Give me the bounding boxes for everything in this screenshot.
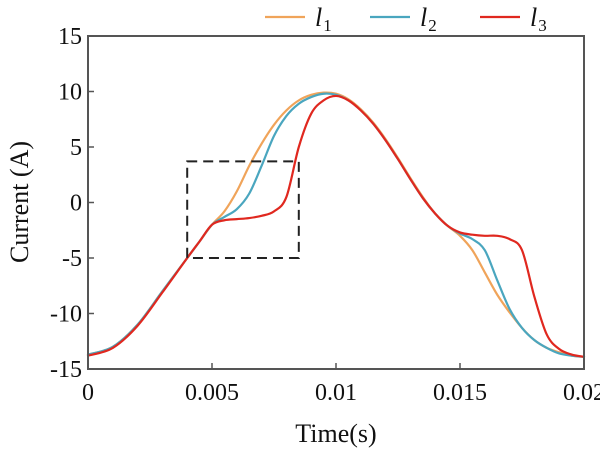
- legend-label-l2: l2: [420, 3, 437, 35]
- legend-label-l1: l1: [315, 3, 332, 35]
- zoom-region-box: [186, 160, 300, 259]
- x-tick-label: 0.015: [433, 380, 487, 406]
- legend: l1 l2 l3: [265, 3, 547, 35]
- legend-label-l3: l3: [530, 3, 547, 35]
- x-tick-label: 0: [82, 380, 94, 406]
- y-tick-label: 0: [70, 191, 82, 217]
- x-tick-label: 0.01: [315, 380, 357, 406]
- series-layer: [86, 91, 586, 358]
- x-axis-label: Time(s): [295, 419, 376, 448]
- tick-layer: 0 0.005 0.01 0.015 0.02 15 10 5 0 -5 -10 -15: [50, 24, 600, 406]
- y-tick-label: 5: [70, 135, 82, 161]
- plot-frame: [87, 35, 585, 370]
- x-tick-label: 0.02: [563, 380, 600, 406]
- series-line-l3: [86, 94, 586, 358]
- annotation-layer: [186, 160, 300, 259]
- series-line-l1: [86, 91, 586, 358]
- y-tick-label: -5: [62, 246, 82, 272]
- y-tick-label: -10: [50, 302, 82, 328]
- series-line-l2: [86, 92, 586, 358]
- y-tick-label: 15: [58, 24, 82, 50]
- y-tick-label: 10: [58, 80, 82, 106]
- y-tick-label: -15: [50, 357, 82, 383]
- y-axis-label: Current (A): [5, 141, 34, 263]
- x-tick-label: 0.005: [185, 380, 239, 406]
